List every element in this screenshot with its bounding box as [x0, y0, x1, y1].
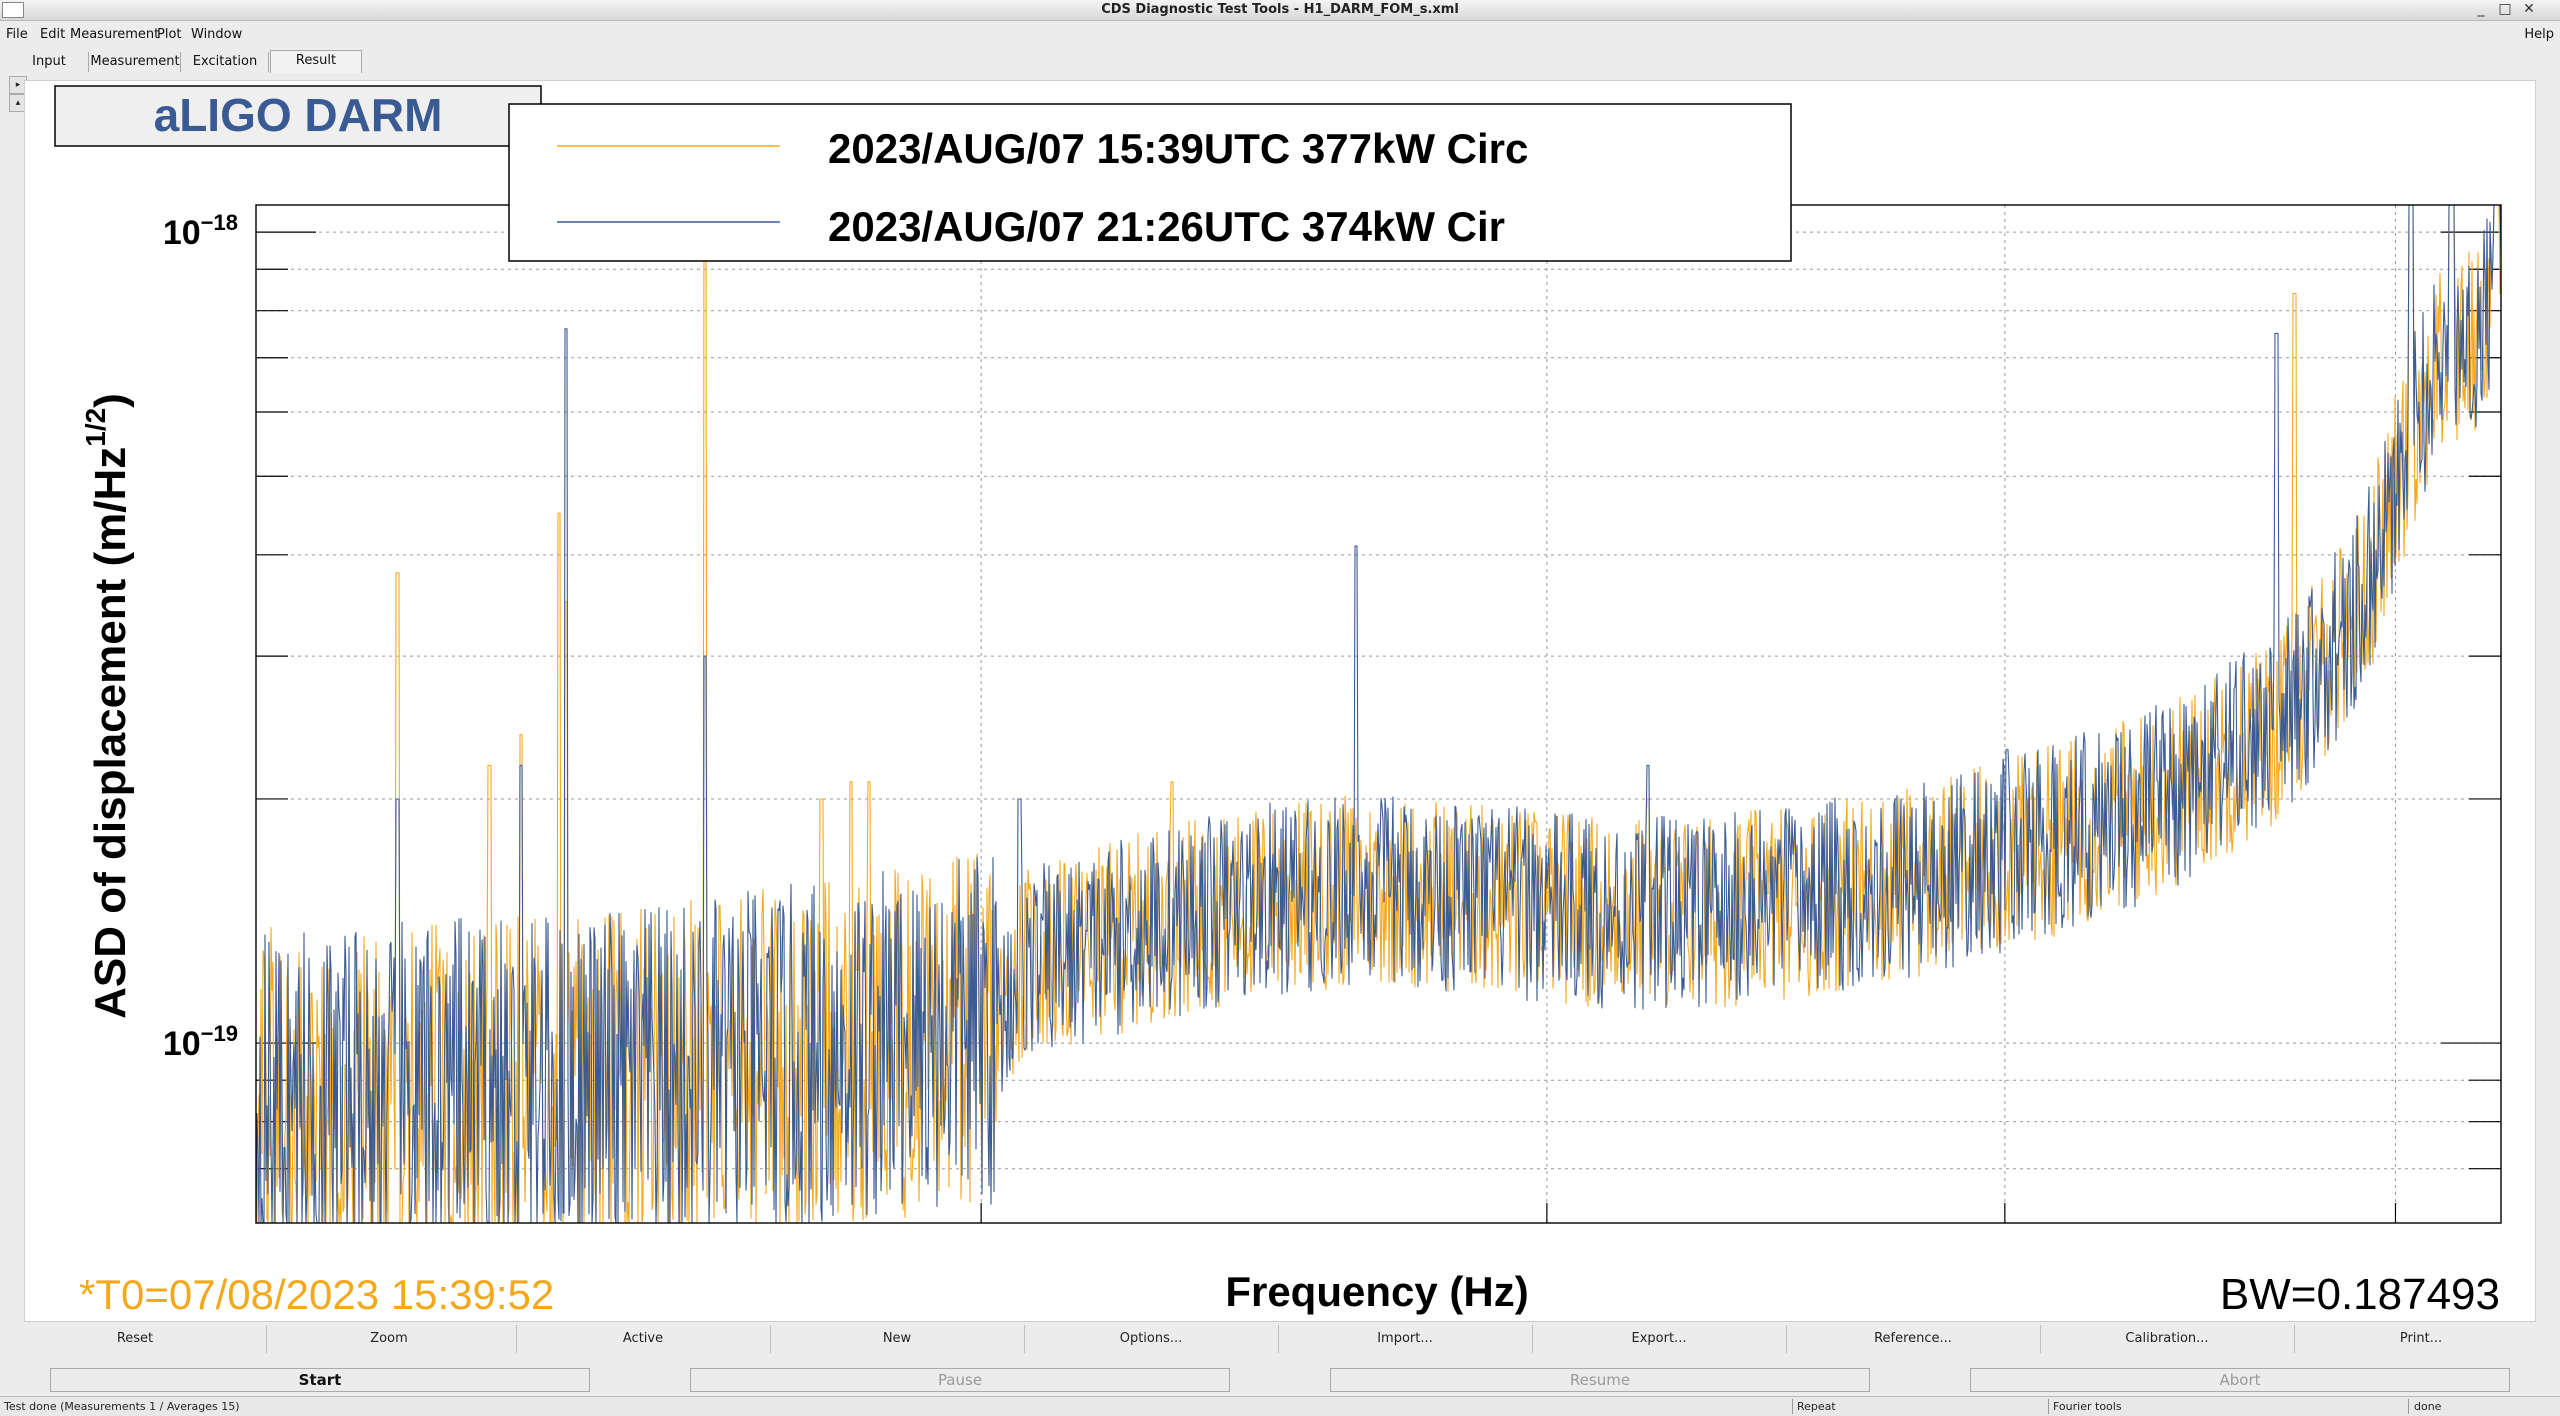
- close-icon[interactable]: ✕: [2523, 1, 2535, 17]
- status-bar: Test done (Measurements 1 / Averages 15)…: [0, 1396, 2560, 1416]
- start-button[interactable]: Start: [50, 1368, 590, 1392]
- heading-box: [54, 85, 542, 147]
- options-button[interactable]: Options...: [1024, 1325, 1279, 1353]
- chart-grid: [256, 205, 2501, 1223]
- bandwidth-label: BW=0.187493: [2220, 1270, 2500, 1319]
- legend-box: [508, 103, 1792, 262]
- y-tick-label-1e-19: 10−19: [163, 1021, 238, 1063]
- calibration-button[interactable]: Calibration...: [2040, 1325, 2295, 1353]
- x-axis-label: Frequency (Hz): [1225, 1268, 1528, 1315]
- series-1-trace: [255, 204, 2502, 1224]
- window-titlebar: CDS Diagnostic Test Tools - H1_DARM_FOM_…: [0, 0, 2560, 21]
- active-button[interactable]: Active: [516, 1325, 771, 1353]
- menu-plot[interactable]: Plot: [157, 27, 182, 42]
- plot-pad[interactable]: aLIGO DARM 2023/AUG/07 15:39UTC 377kW Ci…: [24, 80, 2536, 1322]
- plot-heading: aLIGO DARM: [154, 89, 443, 141]
- status-repeat: Repeat: [1797, 1400, 1836, 1413]
- export-button[interactable]: Export...: [1532, 1325, 1787, 1353]
- menu-file[interactable]: File: [6, 27, 28, 42]
- start-time-label: *T0=07/08/2023 15:39:52: [79, 1271, 554, 1318]
- asd-chart: aLIGO DARM 2023/AUG/07 15:39UTC 377kW Ci…: [54, 85, 2502, 1319]
- status-message: Test done (Measurements 1 / Averages 15): [4, 1400, 240, 1413]
- legend-label-1: 2023/AUG/07 21:26UTC 374kW Cir: [828, 203, 1505, 250]
- y-tick-label-1e-18: 10−18: [163, 210, 238, 252]
- menu-bar: File Edit Measurement Plot Window Help: [0, 23, 2560, 45]
- reference-button[interactable]: Reference...: [1786, 1325, 2041, 1353]
- tab-input[interactable]: Input: [10, 52, 89, 72]
- abort-button[interactable]: Abort: [1970, 1368, 2510, 1392]
- pause-button[interactable]: Pause: [690, 1368, 1230, 1392]
- menu-edit[interactable]: Edit: [40, 27, 66, 42]
- tab-result[interactable]: Result: [270, 50, 362, 73]
- tab-bar: Input Measurement Excitation Result: [0, 50, 2560, 74]
- zoom-button[interactable]: Zoom: [262, 1325, 517, 1353]
- status-state: done: [2414, 1400, 2442, 1413]
- tab-measurement[interactable]: Measurement: [90, 52, 181, 72]
- trace-s1-line: [255, 204, 2502, 1224]
- y-axis-label: ASD of displacement (m/Hz1/2): [80, 393, 135, 1019]
- tab-excitation[interactable]: Excitation: [182, 52, 269, 72]
- window-title: CDS Diagnostic Test Tools - H1_DARM_FOM_…: [1101, 2, 1459, 17]
- menu-measurement[interactable]: Measurement: [70, 27, 160, 42]
- maximize-icon[interactable]: □: [2498, 1, 2512, 17]
- legend-label-0: 2023/AUG/07 15:39UTC 377kW Circ: [828, 125, 1528, 172]
- menu-window[interactable]: Window: [191, 27, 243, 42]
- resume-button[interactable]: Resume: [1330, 1368, 1870, 1392]
- status-tools: Fourier tools: [2053, 1400, 2122, 1413]
- print-button[interactable]: Print...: [2399, 1331, 2443, 1346]
- new-button[interactable]: New: [770, 1325, 1025, 1353]
- window-menu-icon[interactable]: [2, 2, 24, 18]
- import-button[interactable]: Import...: [1278, 1325, 1533, 1353]
- menu-help[interactable]: Help: [2524, 27, 2554, 42]
- minimize-icon[interactable]: _: [2477, 1, 2485, 17]
- reset-button[interactable]: Reset: [4, 1325, 267, 1353]
